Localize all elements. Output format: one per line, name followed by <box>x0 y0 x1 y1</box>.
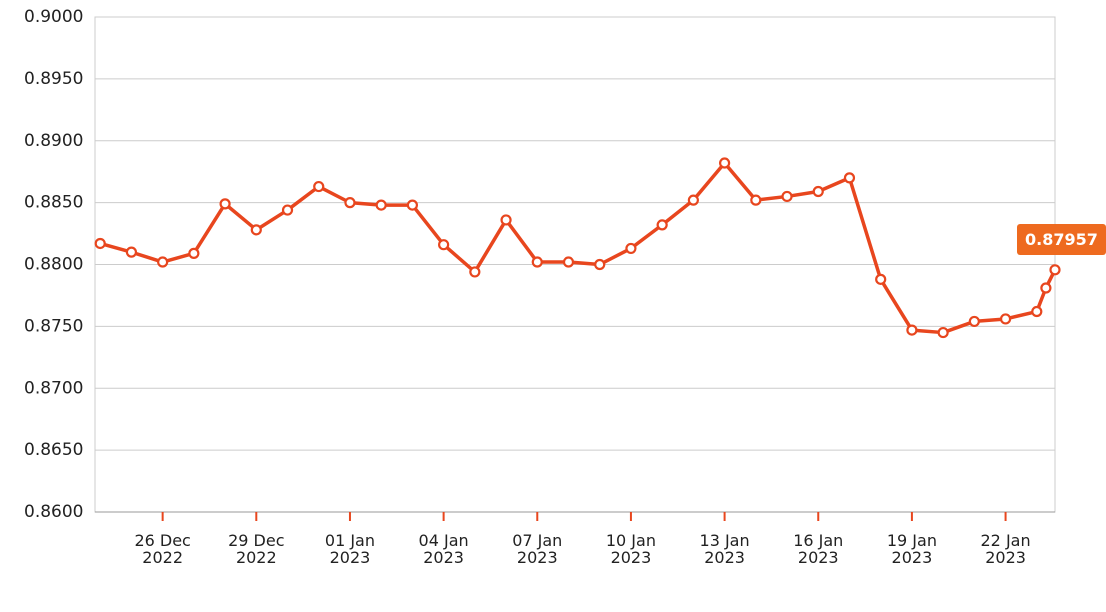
y-tick-label: 0.8850 <box>24 193 83 213</box>
marker <box>750 194 762 206</box>
marker <box>531 256 543 268</box>
y-tick-label: 0.9000 <box>24 7 83 27</box>
x-tick-label: 07 Jan 2023 <box>512 531 563 567</box>
marker <box>718 157 731 169</box>
marker <box>313 180 325 193</box>
marker <box>281 204 294 216</box>
marker <box>594 258 606 271</box>
x-tick-label: 01 Jan 2023 <box>324 531 375 567</box>
marker <box>625 242 637 255</box>
last-value-label: 0.87957 <box>1017 223 1106 255</box>
marker <box>438 239 450 251</box>
marker <box>500 214 512 226</box>
x-tick-label: 26 Dec 2022 <box>134 531 191 567</box>
marker <box>843 172 856 184</box>
y-tick-label: 0.8700 <box>24 378 83 398</box>
marker <box>906 324 918 336</box>
marker <box>875 273 887 285</box>
x-tick-label: 13 Jan 2023 <box>699 531 750 567</box>
marker <box>687 194 699 206</box>
marker <box>656 219 668 231</box>
x-tick-label: 16 Jan 2023 <box>793 531 844 567</box>
marker <box>812 185 824 198</box>
y-tick-label: 0.8800 <box>24 255 83 275</box>
marker <box>781 190 793 203</box>
marker <box>1040 282 1052 294</box>
x-tick-label: 19 Jan 2023 <box>886 531 937 567</box>
marker <box>999 313 1012 325</box>
marker <box>157 256 169 268</box>
y-tick-label: 0.8650 <box>24 440 83 460</box>
marker <box>562 256 575 268</box>
y-tick-label: 0.8900 <box>24 131 83 151</box>
marker <box>94 237 106 250</box>
marker <box>469 266 481 278</box>
line <box>99 161 1057 335</box>
marker <box>344 197 356 209</box>
y-tick-label: 0.8750 <box>24 316 83 336</box>
marker <box>1031 305 1043 318</box>
x-tick-label: 10 Jan 2023 <box>605 531 656 567</box>
marker <box>968 315 980 328</box>
y-tick-label: 0.8950 <box>24 69 83 89</box>
marker <box>188 247 200 259</box>
x-tick-label: 04 Jan 2023 <box>418 531 469 567</box>
marker <box>406 199 418 211</box>
marker <box>1049 264 1061 276</box>
marker <box>125 246 138 258</box>
marker <box>375 199 387 211</box>
x-tick-label: 22 Jan 2023 <box>980 531 1031 567</box>
x-tick-label: 29 Dec 2022 <box>228 531 285 567</box>
marker <box>250 224 262 236</box>
marker <box>937 326 949 339</box>
marker <box>219 198 231 210</box>
y-tick-label: 0.8600 <box>24 502 83 522</box>
